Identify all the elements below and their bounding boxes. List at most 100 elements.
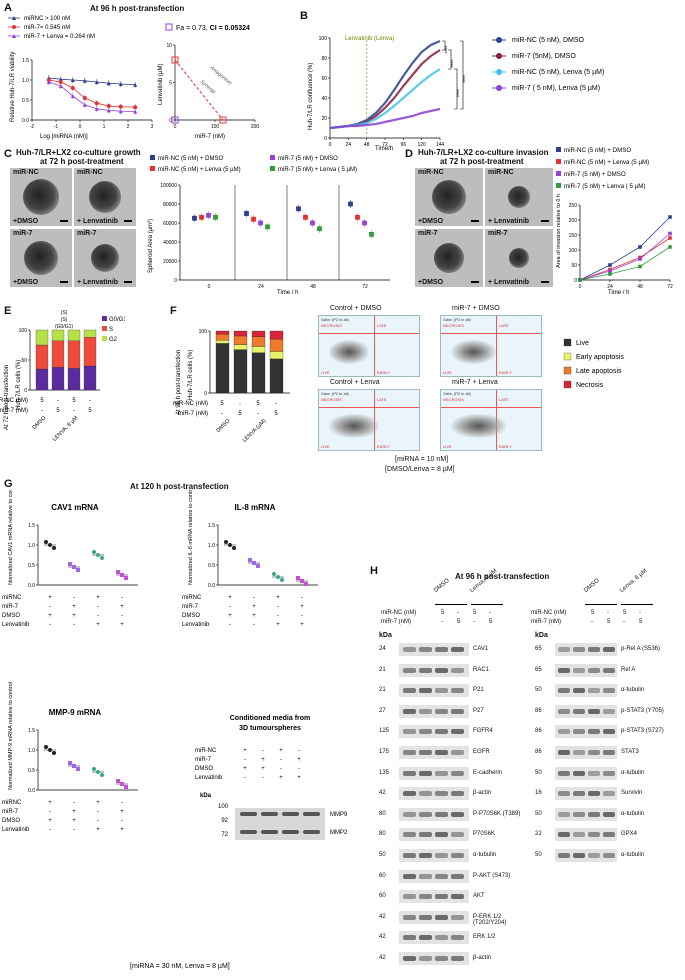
h-kda-value: 22: [535, 831, 542, 838]
flow-quad-h: [441, 406, 541, 408]
g-row-sign: -: [277, 604, 279, 610]
h-kda-value: 80: [379, 810, 386, 817]
h-kda-value: 86: [535, 707, 542, 714]
h-blot-strip: [555, 746, 617, 759]
h-kda-label: kDa: [379, 632, 392, 639]
g-row-label: Lenvatinib: [182, 622, 210, 628]
h-band: [603, 688, 615, 694]
h-kda-value: 50: [535, 769, 542, 776]
c-tile: miR-NC +DMSO: [10, 168, 72, 226]
g-ytick-label: 0.5: [28, 768, 35, 774]
f-bar-segment: [251, 336, 266, 347]
g-row-label: Lenvatinib: [2, 622, 30, 628]
iso-xlabel: miR-7 (nM): [195, 134, 225, 140]
f-bar-segment: [233, 344, 248, 350]
h-row-value: 5: [473, 610, 477, 616]
f-legend-text: Live: [576, 340, 589, 347]
h-protein-label: EGFR: [473, 749, 490, 755]
a-series-line: [48, 81, 136, 112]
h-protein-label: Survivin: [621, 790, 643, 797]
h-blot-strip: [555, 849, 617, 862]
e-row-value: -: [57, 398, 59, 404]
g-plot-title: CAV1 mRNA: [51, 503, 99, 512]
h-protein-label: P-AKT (S473): [473, 872, 511, 879]
e-row-value: -: [89, 398, 91, 404]
h-band: [435, 956, 448, 961]
g-row-sign: +: [120, 604, 124, 610]
f-row-value: -: [257, 411, 259, 417]
h-band: [573, 708, 585, 714]
f-bar-segment: [269, 358, 284, 394]
c-xlabel: Time / h: [277, 290, 298, 296]
h-band: [419, 873, 432, 879]
g-cm-sign: +: [243, 766, 247, 772]
h-kda-value: 60: [379, 872, 386, 879]
d-scale-bar: [471, 220, 479, 222]
a-point: [58, 80, 63, 84]
h-row-value: 5: [489, 619, 493, 625]
flow-q-early: EARLY: [377, 370, 390, 375]
g-row-sign: -: [301, 613, 303, 619]
g-row-label: miR-7: [2, 604, 19, 610]
iso-ylabel: Lenvatinib (µM): [158, 64, 164, 105]
h-band: [403, 667, 416, 673]
h-kda-value: 42: [379, 913, 386, 920]
h-kda-value: 50: [535, 852, 542, 858]
h-blot-right: DMSO Lenva, 8 µM miR-NC (nM) 5 - 5 - miR-7 (nM)…: [531, 568, 685, 980]
h-band: [435, 935, 448, 941]
d-tile-sub: + Lenvatinib: [488, 218, 530, 225]
c-xtick-label: 0: [208, 284, 211, 290]
h-blot-strip: [399, 766, 469, 780]
h-band: [573, 811, 585, 817]
c-spheroid: [89, 181, 121, 213]
e-row-label: miR-7 (nM): [0, 408, 28, 414]
h-band: [403, 750, 416, 755]
a-point: [82, 96, 87, 100]
g-cm-sign: -: [298, 766, 300, 772]
g-row-sign: -: [229, 604, 231, 610]
g-point: [272, 572, 276, 576]
h-band: [573, 688, 585, 694]
f-bar-segment: [233, 335, 248, 345]
b-sig-bracket: [454, 68, 458, 110]
h-group-line: [471, 604, 503, 605]
d-ytick-label: 150: [569, 233, 578, 239]
h-blot-strip: [399, 869, 469, 883]
a-point: [70, 94, 75, 98]
h-blot-strip: [555, 663, 617, 677]
a-point: [46, 80, 51, 84]
c-ytick-label: 0: [174, 278, 177, 284]
f-bar-segment: [269, 338, 284, 352]
g-point: [92, 767, 96, 771]
h-blot-strip: [399, 910, 469, 924]
panel-c-chart: miR-NC (5 nM) + DMSO miR-NC (5 nM) + Lenv…: [148, 155, 390, 296]
g-point: [48, 543, 52, 547]
h-protein-label: p-STAT3 (S727): [621, 728, 664, 735]
h-kda-value: 42: [379, 934, 386, 941]
g-ytick-label: 1.5: [28, 523, 35, 529]
h-band: [603, 729, 615, 735]
iso-xtick-label: 200: [251, 124, 260, 130]
g-row-label: DMSO: [182, 613, 200, 619]
e-group-label: LENVA, 8 µM: [52, 415, 80, 443]
f-row-value: 5: [274, 411, 278, 417]
g-row-label: miRNC: [2, 800, 22, 806]
f-bar-segment: [215, 333, 230, 341]
g-cm-sign: +: [297, 775, 301, 781]
g-plot-title: MMP-9 mRNA: [49, 708, 102, 717]
a-point: [133, 82, 138, 87]
a-point: [133, 105, 138, 110]
f-bar-segment: [251, 352, 266, 394]
flow-quad-h: [319, 332, 419, 334]
d-legend-marker: [556, 147, 561, 152]
d-tile-label: miR-7: [488, 230, 508, 237]
f-legend-text: Early apoptosis: [576, 354, 624, 361]
h-band: [419, 750, 432, 755]
e-legend-text: G2: [109, 337, 118, 343]
d-series-line: [579, 237, 671, 281]
f-note-2: [DMSO/Lenva = 8 µM]: [385, 466, 455, 473]
a-point: [94, 101, 99, 106]
h-protein-label: Rel A: [621, 666, 636, 673]
e-bar-segment: [67, 329, 81, 341]
a-point: [118, 104, 123, 109]
